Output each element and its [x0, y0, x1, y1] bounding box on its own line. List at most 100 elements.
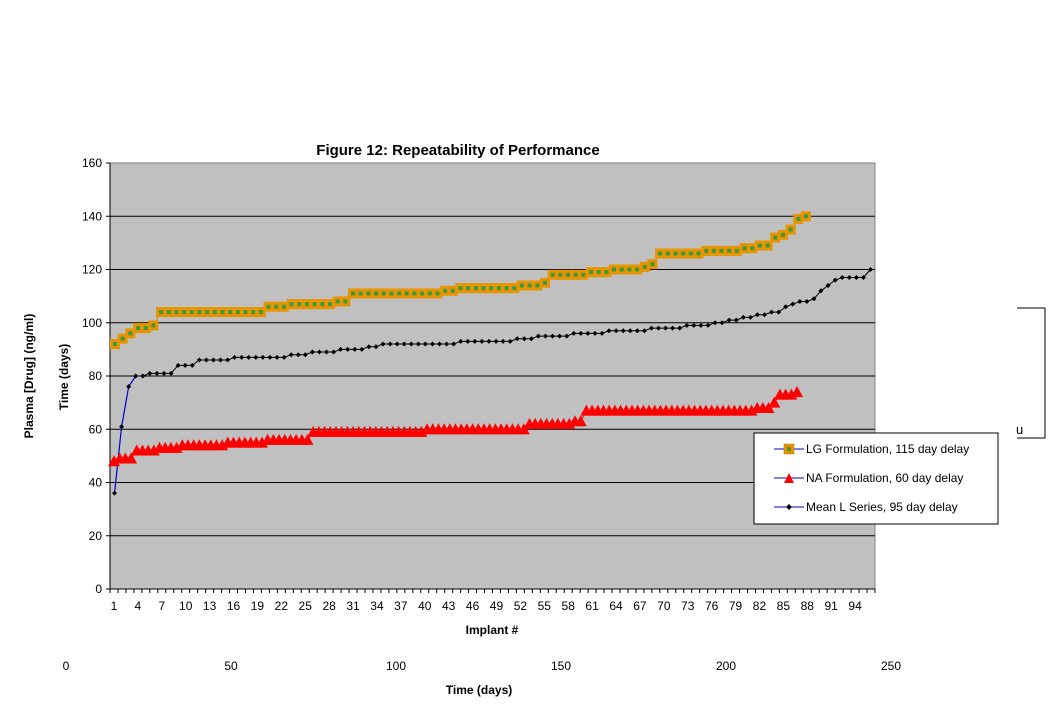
mean-point [408, 341, 414, 347]
x-tick-label: 61 [585, 599, 599, 613]
mean-point [232, 354, 238, 360]
mean-point [429, 341, 435, 347]
right-bracket [1017, 307, 1046, 439]
x-tick-label: 43 [442, 599, 456, 613]
lg-point-dot [496, 286, 501, 291]
mean-point [613, 328, 619, 334]
mean-point [783, 304, 789, 310]
mean-point [804, 298, 810, 304]
mean-point [691, 322, 697, 328]
lg-point-dot [719, 248, 724, 253]
lg-point-dot [804, 214, 808, 219]
lg-point-dot [335, 299, 340, 304]
lg-point-dot [565, 272, 570, 277]
mean-point [493, 338, 499, 344]
lg-point-dot [297, 302, 302, 307]
x-tick-label: 85 [777, 599, 791, 613]
mean-point [606, 328, 612, 334]
lg-point-dot [212, 310, 217, 315]
mean-point [839, 274, 845, 280]
mean-point [620, 328, 626, 334]
mean-point [599, 330, 605, 336]
mean-point [415, 341, 421, 347]
mean-point [754, 312, 760, 318]
lg-point-dot [228, 310, 233, 315]
mean-point [366, 344, 372, 350]
x-tick-label: 94 [848, 599, 862, 613]
legend-marker-lg-dot [787, 447, 791, 451]
x-tick-label: 13 [203, 599, 217, 613]
lg-point-dot [289, 302, 294, 307]
lg-point-dot [420, 291, 425, 296]
mean-point [154, 370, 160, 376]
mean-point [740, 314, 746, 320]
mean-point [818, 288, 824, 294]
mean-point [140, 373, 146, 379]
x-tick-label: 25 [299, 599, 313, 613]
lg-point-dot [581, 272, 586, 277]
y-tick-label: 100 [82, 316, 102, 330]
mean-point [246, 354, 252, 360]
mean-point [641, 328, 647, 334]
lg-point-dot [450, 288, 455, 293]
mean-point [592, 330, 598, 336]
mean-point [860, 274, 866, 280]
mean-point [479, 338, 485, 344]
mean-point [182, 362, 188, 368]
mean-point [189, 362, 195, 368]
mean-point [648, 325, 654, 331]
lg-point-dot [489, 286, 494, 291]
x-tick-label: 55 [538, 599, 552, 613]
lg-point-dot [312, 302, 317, 307]
outer-x-tick-label: 150 [551, 659, 571, 673]
lg-point-dot [182, 310, 187, 315]
lg-point-dot [274, 304, 279, 309]
lg-point-dot [681, 251, 686, 256]
lg-point-dot [665, 251, 670, 256]
mean-point [316, 349, 322, 355]
lg-point-dot [243, 310, 248, 315]
y-tick-label: 60 [89, 422, 103, 436]
lg-point-dot [151, 323, 156, 328]
lg-point-dot [427, 291, 432, 296]
lg-point-dot [327, 302, 332, 307]
lg-point-dot [374, 291, 379, 296]
mean-point [684, 322, 690, 328]
lg-point-dot [136, 326, 141, 331]
outer-y-axis-label: Plasma [Drug] (ng/ml) [22, 314, 36, 439]
lg-point-dot [650, 262, 655, 267]
mean-point [444, 341, 450, 347]
mean-point [542, 333, 548, 339]
na-point [791, 385, 803, 397]
outer-x-tick-label: 0 [63, 659, 70, 673]
mean-point [733, 317, 739, 323]
mean-point [302, 352, 308, 358]
mean-point [867, 267, 873, 272]
lg-point-dot [796, 216, 801, 221]
x-tick-label: 22 [275, 599, 289, 613]
lg-point-dot [704, 248, 709, 253]
lg-point-dot [642, 264, 647, 269]
x-axis: 1 4 7 10 13 16 19 22 25 28 31 34 37 40 43 46 49 52 55 58 61 6… [109, 588, 876, 613]
lg-point-dot [542, 280, 547, 285]
mean-point [564, 333, 570, 339]
legend: LG Formulation, 115 day delay NA Formula… [753, 432, 999, 525]
lg-point-dot [174, 310, 179, 315]
legend-marker-na [784, 473, 794, 483]
mean-point [705, 322, 711, 328]
lg-point-dot [512, 286, 517, 291]
x-tick-label: 73 [681, 599, 695, 613]
lg-point-dot [351, 291, 356, 296]
lg-point-dot [519, 283, 524, 288]
mean-point [345, 346, 351, 352]
lg-point-dot [750, 246, 755, 251]
lg-point-dot [189, 310, 194, 315]
mean-point [811, 296, 817, 302]
y-tick-label: 40 [89, 476, 103, 490]
x-tick-label: 16 [227, 599, 241, 613]
mean-point [168, 370, 174, 376]
lg-point-dot [381, 291, 386, 296]
gridlines [110, 215, 875, 537]
mean-point [465, 338, 471, 344]
lg-point-dot [159, 310, 164, 315]
